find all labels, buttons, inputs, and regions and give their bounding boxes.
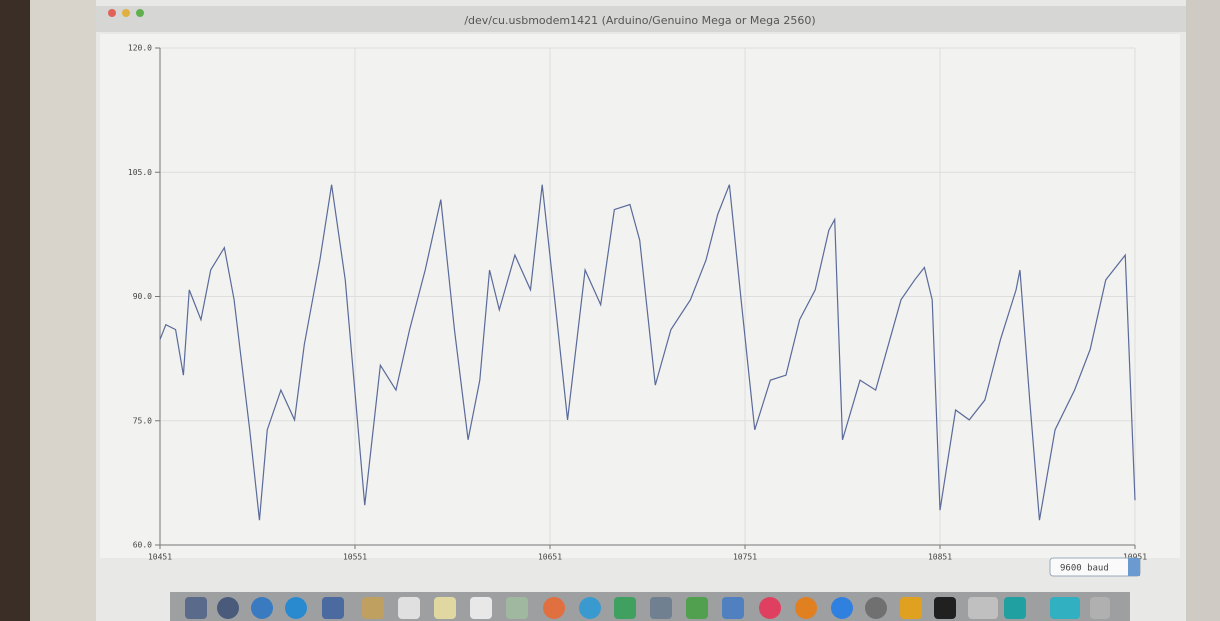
dock-icon[interactable] [934,597,956,619]
dock-icon[interactable] [650,597,672,619]
minimize-button[interactable] [122,9,130,17]
dock-icon[interactable] [865,597,887,619]
dock-icon[interactable] [217,597,239,619]
dock-icon[interactable] [900,597,922,619]
dock-icon[interactable] [1090,597,1110,619]
x-tick-label: 10651 [538,553,562,562]
dock-icon[interactable] [470,597,492,619]
x-tick-label: 10551 [343,553,367,562]
dock-icon[interactable] [398,597,420,619]
y-tick-label: 105.0 [128,168,152,177]
dock-icon[interactable] [1050,597,1080,619]
window-title: /dev/cu.usbmodem1421 (Arduino/Genuino Me… [464,14,815,27]
x-tick-label: 10451 [148,553,172,562]
dock-icon[interactable] [968,597,998,619]
close-button[interactable] [108,9,116,17]
y-tick-label: 120.0 [128,44,152,53]
dock-icon[interactable] [795,597,817,619]
laptop-bezel-left [30,0,100,621]
dock-icon[interactable] [722,597,744,619]
baud-rate[interactable]: 9600 baud [1060,564,1109,574]
x-tick-label: 10751 [733,553,757,562]
dock-icon[interactable] [251,597,273,619]
dock-icon[interactable] [362,597,384,619]
dropdown-arrow[interactable] [1128,558,1140,576]
dock-icon[interactable] [1004,597,1026,619]
page: /dev/cu.usbmodem1421 (Arduino/Genuino Me… [0,0,1220,621]
dock-icon[interactable] [506,597,528,619]
zoom-button[interactable] [136,9,144,17]
dock-icon[interactable] [686,597,708,619]
dock-icon[interactable] [614,597,636,619]
dock-icon[interactable] [831,597,853,619]
dock-icon[interactable] [285,597,307,619]
dock-icon[interactable] [434,597,456,619]
y-tick-label: 75.0 [133,416,152,425]
screen: /dev/cu.usbmodem1421 (Arduino/Genuino Me… [0,0,1220,621]
dock-icon[interactable] [185,597,207,619]
y-tick-label: 60.0 [133,541,152,550]
x-tick-label: 10851 [928,553,952,562]
dock-icon[interactable] [759,597,781,619]
dock-icon[interactable] [579,597,601,619]
dock-icon[interactable] [322,597,344,619]
dock-icon[interactable] [543,597,565,619]
y-tick-label: 90.0 [133,292,152,301]
